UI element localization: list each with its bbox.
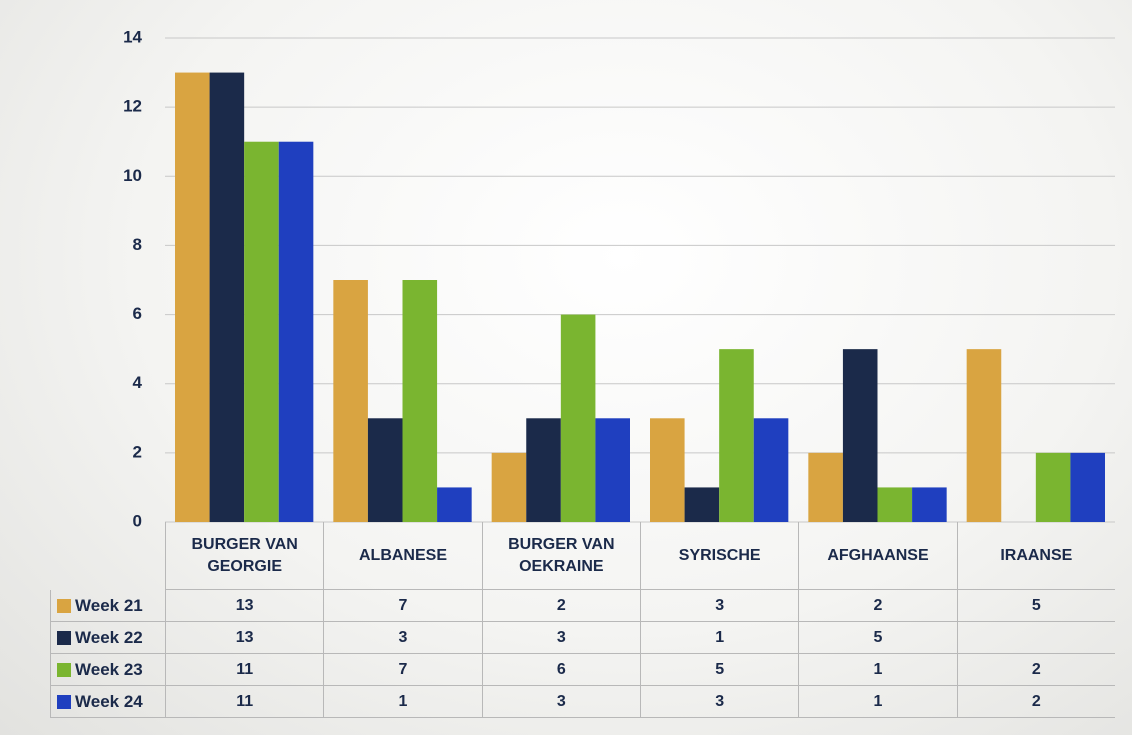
y-tick-label: 6 bbox=[133, 304, 142, 323]
bar bbox=[175, 72, 210, 523]
bar bbox=[842, 349, 878, 522]
category-header: ALBANESE bbox=[323, 522, 482, 590]
category-header: AFGHAANSE bbox=[798, 522, 957, 590]
table-value: 13 bbox=[165, 590, 324, 622]
y-tick-label: 12 bbox=[123, 97, 142, 116]
bar bbox=[877, 487, 913, 522]
legend-swatch bbox=[57, 694, 71, 709]
table-value: 7 bbox=[323, 590, 482, 622]
bar bbox=[560, 314, 596, 522]
bar bbox=[1035, 452, 1071, 522]
table-value: 11 bbox=[165, 654, 324, 686]
table-value: 3 bbox=[640, 686, 799, 718]
y-tick-label: 0 bbox=[133, 511, 142, 530]
table-value: 3 bbox=[640, 590, 799, 622]
bar bbox=[491, 452, 527, 522]
y-tick-label: 14 bbox=[123, 27, 142, 46]
table-value: 5 bbox=[956, 590, 1115, 622]
legend-label: Week 22 bbox=[75, 627, 143, 647]
bar bbox=[808, 452, 843, 522]
table-value: 2 bbox=[956, 654, 1115, 686]
table-value: 13 bbox=[165, 622, 324, 654]
legend-swatch bbox=[57, 630, 71, 645]
table-value: 1 bbox=[323, 686, 482, 718]
table-value: 2 bbox=[956, 686, 1115, 718]
y-tick-label: 2 bbox=[133, 442, 142, 461]
bar bbox=[595, 418, 630, 522]
legend-label: Week 24 bbox=[75, 691, 143, 711]
bar bbox=[526, 418, 561, 522]
bar bbox=[719, 349, 754, 522]
bar bbox=[244, 141, 279, 522]
category-header: BURGER VAN OEKRAINE bbox=[481, 522, 640, 590]
table-value: 5 bbox=[798, 622, 957, 654]
bar bbox=[437, 487, 472, 522]
legend-entry: Week 22 bbox=[50, 622, 165, 654]
table-value: 3 bbox=[481, 622, 640, 654]
legend-entry: Week 21 bbox=[50, 590, 165, 622]
bar bbox=[333, 280, 368, 522]
bar bbox=[1070, 452, 1105, 522]
table-value: 5 bbox=[640, 654, 799, 686]
bar bbox=[912, 487, 947, 522]
bar bbox=[278, 141, 314, 522]
table-value: 1 bbox=[798, 686, 957, 718]
category-header: IRAANSE bbox=[956, 522, 1115, 590]
y-tick-label: 8 bbox=[133, 235, 142, 254]
bar bbox=[753, 418, 789, 522]
table-value: 3 bbox=[481, 686, 640, 718]
bar bbox=[650, 418, 685, 522]
table-value: 2 bbox=[481, 590, 640, 622]
legend-entry: Week 23 bbox=[50, 654, 165, 686]
category-header: SYRISCHE bbox=[640, 522, 799, 590]
category-header: BURGER VAN GEORGIE bbox=[165, 522, 324, 590]
table-value: 1 bbox=[798, 654, 957, 686]
legend-swatch bbox=[57, 662, 71, 677]
table-value: 1 bbox=[640, 622, 799, 654]
bar bbox=[684, 487, 720, 522]
bar bbox=[966, 349, 1002, 522]
y-tick-label: 10 bbox=[123, 166, 142, 185]
table-value: 3 bbox=[323, 622, 482, 654]
legend-label: Week 23 bbox=[75, 659, 143, 679]
legend-entry: Week 24 bbox=[50, 686, 165, 718]
table-value: 2 bbox=[798, 590, 957, 622]
table-value bbox=[956, 622, 1115, 654]
y-tick-label: 4 bbox=[133, 373, 143, 392]
bar bbox=[402, 280, 438, 522]
table-value: 11 bbox=[165, 686, 324, 718]
legend-label: Week 21 bbox=[75, 595, 143, 615]
bar bbox=[367, 418, 403, 522]
legend-swatch bbox=[57, 598, 71, 613]
bar bbox=[209, 72, 245, 523]
table-value: 6 bbox=[481, 654, 640, 686]
table-value: 7 bbox=[323, 654, 482, 686]
